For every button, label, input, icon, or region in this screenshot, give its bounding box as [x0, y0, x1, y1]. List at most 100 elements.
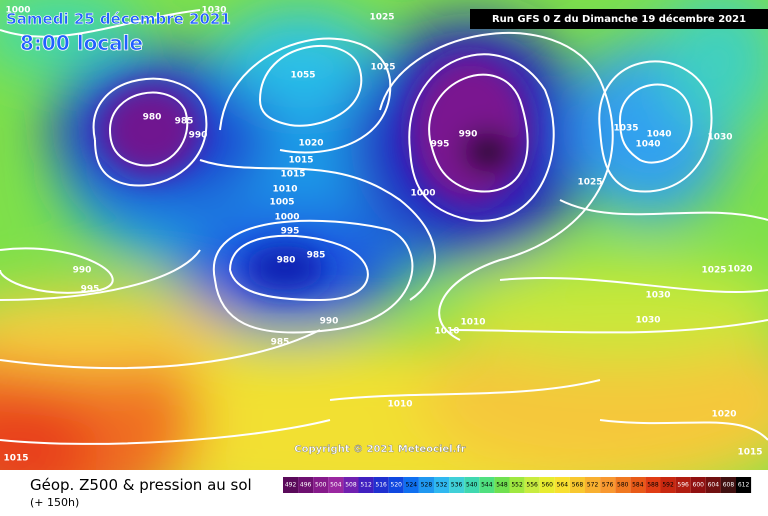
isobar-label: 980 [143, 113, 162, 123]
scale-label: 552 [511, 482, 523, 489]
scale-label: 592 [662, 482, 674, 489]
isobar-label: 1015 [3, 454, 28, 464]
scale-label: 588 [647, 482, 659, 489]
scale-swatch [509, 477, 525, 493]
scale-label: 572 [587, 482, 599, 489]
scale-label: 536 [451, 482, 463, 489]
scale-label: 532 [436, 482, 448, 489]
footer-title: Géop. Z500 & pression au sol [30, 476, 252, 494]
scale-label: 512 [360, 482, 372, 489]
scale-swatch [539, 477, 555, 493]
scale-label: 540 [466, 482, 478, 489]
isobar-label: 980 [277, 256, 296, 266]
isobar-label: 1005 [269, 198, 294, 208]
scale-label: 516 [375, 482, 387, 489]
scale-swatch [418, 477, 434, 493]
isobar-label: 1040 [635, 140, 660, 150]
isobar-label: 990 [189, 131, 208, 141]
scale-swatch [494, 477, 510, 493]
isobar-label: 985 [175, 117, 194, 127]
isobar-label: 1025 [369, 13, 394, 23]
isobar-label: 1020 [727, 265, 752, 275]
scale-swatch [328, 477, 344, 493]
isobar-label: 1000 [274, 213, 299, 223]
scale-label: 608 [723, 482, 735, 489]
scale-label: 584 [632, 482, 644, 489]
scale-label: 568 [572, 482, 584, 489]
scale-swatch [479, 477, 495, 493]
isobar-label: 1025 [577, 178, 602, 188]
isobar-label: 1000 [5, 6, 30, 16]
scale-label: 564 [557, 482, 569, 489]
isobar-label: 1020 [298, 139, 323, 149]
isobar-label: 1030 [635, 316, 660, 326]
scale-swatch [585, 477, 601, 493]
isobar-label: 985 [307, 251, 326, 261]
isobar-label: 1025 [370, 63, 395, 73]
lead-time: (+ 150h) [30, 496, 79, 509]
scale-label: 496 [300, 482, 312, 489]
isobar-label: 1025 [701, 266, 726, 276]
isobar-label: 1030 [707, 133, 732, 143]
scale-swatch [720, 477, 736, 493]
scale-label: 600 [693, 482, 705, 489]
scale-label: 596 [677, 482, 689, 489]
isobar-label: 995 [281, 227, 300, 237]
isobar-label: 995 [81, 285, 100, 295]
scale-swatch [283, 477, 299, 493]
isobar-label: 1010 [272, 185, 297, 195]
isobar-label: 1055 [290, 71, 315, 81]
scale-label: 508 [345, 482, 357, 489]
isobar-label: 1000 [410, 189, 435, 199]
scale-swatch [373, 477, 389, 493]
scale-swatch [464, 477, 480, 493]
isobar-label: 985 [271, 338, 290, 348]
scale-swatch [358, 477, 374, 493]
scale-swatch [524, 477, 540, 493]
isobar-label: 1010 [434, 327, 459, 337]
scale-label: 576 [602, 482, 614, 489]
scale-swatch [569, 477, 585, 493]
scale-label: 520 [391, 482, 403, 489]
scale-swatch [600, 477, 616, 493]
isobar-label: 990 [320, 317, 339, 327]
isobar-label: 1010 [460, 318, 485, 328]
forecast-time: 8:00 locale [20, 31, 143, 55]
color-scale: 492 496 500 504 508 512 516 520 524 528 532 536 540 5… [283, 477, 752, 493]
scale-swatch [434, 477, 450, 493]
scale-label: 556 [526, 482, 538, 489]
scale-label: 604 [708, 482, 720, 489]
scale-swatch [705, 477, 721, 493]
scale-swatch [313, 477, 329, 493]
scale-swatch [675, 477, 691, 493]
scale-swatch [403, 477, 419, 493]
scale-label: 524 [406, 482, 418, 489]
scale-swatch [388, 477, 404, 493]
scale-label: 528 [421, 482, 433, 489]
isobar-label: 1015 [288, 156, 313, 166]
scale-label: 580 [617, 482, 629, 489]
scale-swatch [660, 477, 676, 493]
scale-swatch [736, 477, 752, 493]
run-box [470, 9, 768, 29]
scale-swatch [645, 477, 661, 493]
isobar-label: 1015 [280, 170, 305, 180]
isobar-label: 1030 [201, 6, 226, 16]
scale-swatch [690, 477, 706, 493]
scale-swatch [554, 477, 570, 493]
isobar-label: 995 [431, 140, 450, 150]
scale-swatch [615, 477, 631, 493]
scale-label: 560 [542, 482, 554, 489]
isobar-label: 1030 [645, 291, 670, 301]
isobars [0, 9, 768, 445]
scale-swatch [298, 477, 314, 493]
isobar-label: 1040 [646, 130, 671, 140]
scale-label: 548 [496, 482, 508, 489]
scale-swatch [449, 477, 465, 493]
scale-label: 544 [481, 482, 493, 489]
isobar-label: 1035 [613, 124, 638, 134]
scale-swatch [630, 477, 646, 493]
